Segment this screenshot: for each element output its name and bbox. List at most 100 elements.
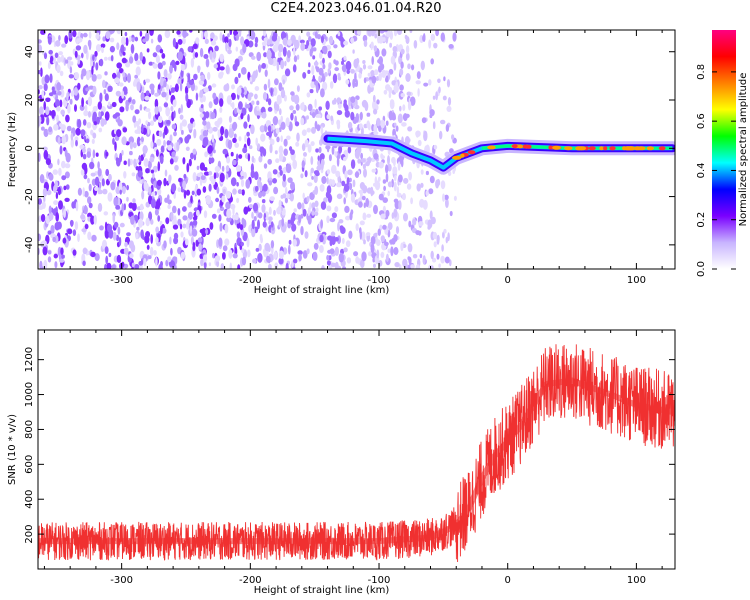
heatmap-peak: [511, 144, 518, 149]
heatmap-cell: [55, 40, 61, 47]
heatmap-cell: [42, 187, 48, 197]
heatmap-cell: [243, 171, 247, 179]
heatmap-cell: [300, 42, 306, 51]
heatmap-cell: [199, 113, 204, 118]
heatmap-cell: [370, 236, 376, 245]
heatmap-cell: [84, 190, 89, 198]
heatmap-cell: [432, 121, 436, 130]
heatmap-cell: [59, 123, 63, 127]
heatmap-cell: [94, 50, 98, 57]
heatmap-cell: [48, 49, 53, 55]
heatmap-cell: [382, 197, 389, 204]
heatmap-cell: [241, 67, 247, 75]
heatmap-cell: [442, 231, 445, 239]
heatmap-peak: [552, 145, 561, 150]
heatmap-cell: [141, 86, 145, 93]
heatmap-cell: [382, 30, 388, 33]
heatmap-cell: [219, 66, 225, 71]
heatmap-cell: [139, 104, 143, 111]
heatmap-cell: [378, 65, 382, 73]
heatmap-cell: [347, 146, 352, 154]
heatmap-cell: [306, 248, 310, 255]
heatmap-cell: [99, 225, 104, 231]
heatmap-peak: [460, 153, 465, 158]
heatmap-cell: [360, 158, 366, 163]
heatmap-cell: [87, 231, 92, 241]
heatmap-cell: [405, 45, 410, 54]
heatmap-cell: [60, 109, 65, 116]
heatmap-cell: [80, 129, 86, 137]
heatmap-cell: [329, 239, 333, 247]
heatmap-peak: [548, 145, 553, 150]
heatmap-cell: [43, 149, 49, 160]
heatmap-cell: [165, 217, 170, 225]
heatmap-cell: [64, 197, 70, 202]
heatmap-cell: [320, 35, 324, 44]
heatmap-cell: [352, 179, 356, 188]
heatmap-cell: [418, 230, 422, 236]
heatmap-cell: [112, 72, 117, 79]
heatmap-cell: [94, 176, 100, 186]
heatmap-cell: [433, 144, 438, 150]
heatmap-cell: [336, 156, 340, 167]
heatmap-cell: [373, 204, 378, 215]
heatmap-cell: [364, 101, 369, 112]
heatmap-cell: [344, 110, 350, 118]
heatmap-cell: [337, 221, 340, 232]
heatmap-cell: [150, 141, 154, 149]
heatmap-cell: [64, 171, 70, 179]
heatmap-cell: [286, 135, 291, 141]
heatmap-cell: [240, 179, 245, 187]
heatmap-cell: [149, 30, 154, 36]
heatmap-cell: [312, 47, 317, 52]
heatmap-cell: [205, 195, 211, 205]
heatmap-cell: [118, 257, 122, 263]
heatmap-cell: [246, 237, 250, 248]
heatmap-cell: [307, 103, 313, 112]
heatmap-cell: [204, 38, 209, 45]
heatmap-cell: [440, 180, 446, 190]
heatmap-cell: [205, 228, 209, 235]
heatmap-cell: [157, 215, 161, 222]
heatmap-cell: [192, 216, 198, 221]
heatmap-cell: [240, 112, 244, 120]
heatmap-cell: [387, 248, 391, 253]
heatmap-cell: [187, 123, 194, 130]
heatmap-cell: [220, 263, 225, 269]
heatmap-cell: [75, 127, 81, 136]
heatmap-cell: [204, 31, 208, 39]
heatmap-cell: [278, 199, 282, 208]
heatmap-cell: [278, 165, 282, 172]
heatmap-cell: [169, 134, 173, 143]
heatmap-cell: [202, 137, 209, 147]
heatmap-cell: [422, 255, 426, 265]
heatmap-cell: [435, 91, 438, 101]
heatmap-cell: [376, 99, 380, 105]
heatmap-cell: [336, 193, 343, 200]
heatmap-cell: [287, 219, 291, 224]
heatmap-cell: [280, 89, 286, 99]
heatmap-cell: [267, 256, 271, 264]
heatmap-peak: [522, 144, 529, 149]
heatmap-cell: [268, 130, 273, 138]
heatmap-cell: [196, 209, 200, 217]
heatmap-cell: [225, 42, 228, 52]
heatmap-cell: [203, 54, 209, 59]
heatmap-cell: [290, 34, 296, 44]
heatmap-cell: [338, 145, 343, 154]
heatmap-cell: [385, 253, 389, 262]
heatmap-cell: [141, 123, 144, 133]
heatmap-cell: [224, 223, 229, 234]
heatmap-cell: [333, 59, 337, 64]
heatmap-cell: [45, 158, 52, 166]
heatmap-cell: [134, 74, 139, 79]
heatmap-cell: [103, 89, 107, 95]
heatmap-cell: [120, 44, 125, 54]
heatmap-cell: [306, 195, 310, 203]
heatmap-cell: [199, 89, 204, 99]
heatmap-cell: [355, 223, 359, 232]
heatmap-cell: [251, 228, 256, 238]
heatmap-cell: [420, 60, 425, 71]
